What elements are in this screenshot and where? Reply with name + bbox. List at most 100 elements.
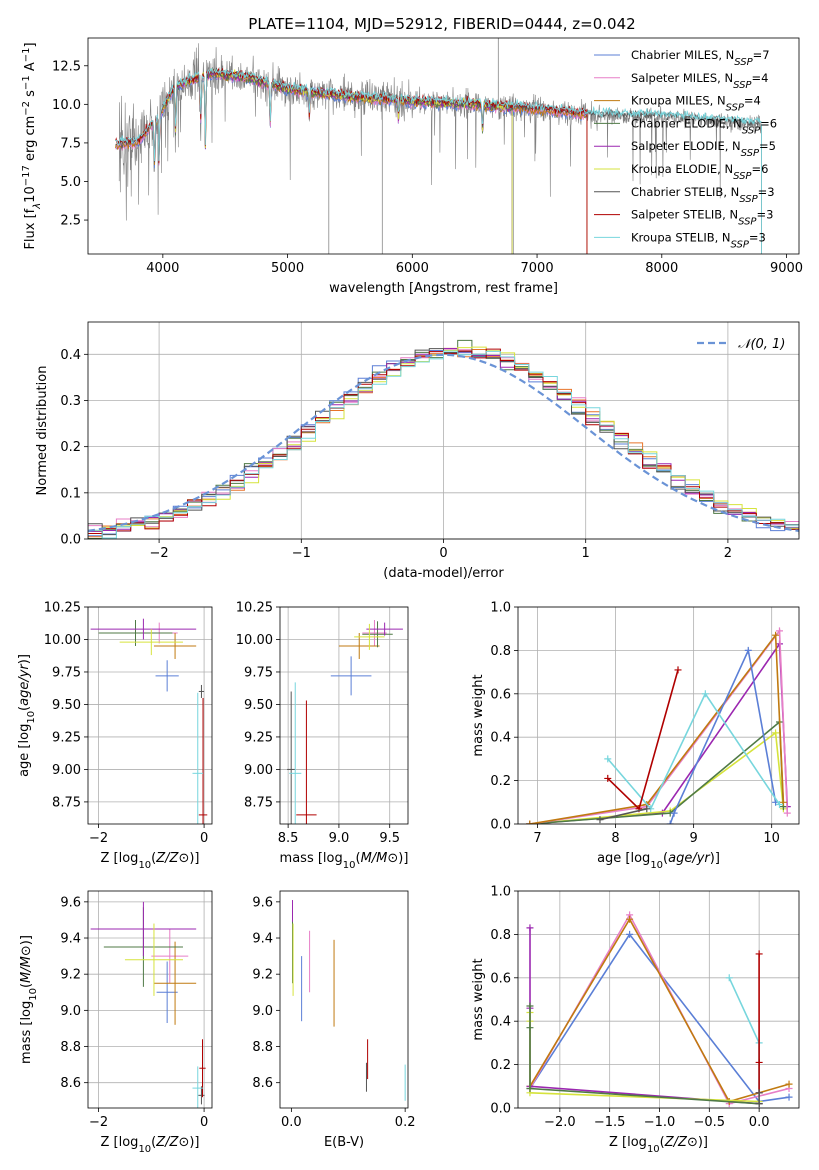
x-tick-label: −1.0 <box>644 1115 676 1130</box>
axes-age_vs_Z <box>88 606 212 824</box>
x-tick-label: −2.0 <box>544 1115 576 1130</box>
weight-line <box>599 808 647 821</box>
label-part: A <box>23 62 38 75</box>
y-tick-label: 8.75 <box>52 795 81 810</box>
x-tick-label: 9.0 <box>329 831 350 846</box>
x-tick-label: −0.5 <box>694 1115 726 1130</box>
x-tick-label: 0.2 <box>395 1115 416 1130</box>
label-part: Salpeter STELIB, N <box>631 208 738 222</box>
label-part: SSP <box>731 239 750 250</box>
label-part: age [log <box>597 851 650 866</box>
label-part: SSP <box>734 57 753 68</box>
weight-marker <box>744 646 752 654</box>
y-tick-label: 9.25 <box>52 730 81 745</box>
label-part: SSP <box>738 216 757 227</box>
figure-title: PLATE=1104, MJD=52912, FIBERID=0444, z=0… <box>248 15 635 33</box>
weight-marker <box>626 915 634 923</box>
label-part: 10 <box>650 860 663 871</box>
y-tick-label: 9.50 <box>52 698 81 713</box>
weight-line <box>669 647 777 824</box>
label-part: Z [log <box>101 851 139 866</box>
weight-marker <box>755 1058 763 1066</box>
x-tick-label: 10 <box>763 831 780 846</box>
y-tick-label: 5.0 <box>60 175 81 190</box>
label-part: 10 <box>343 860 356 871</box>
weight-marker <box>775 627 783 635</box>
x-tick-label: 8.5 <box>278 831 299 846</box>
weight-marker <box>596 816 604 824</box>
label-part: Chabrier STELIB, N <box>631 185 739 199</box>
label-part: =6 <box>760 116 777 130</box>
x-tick-label: 8000 <box>645 261 678 276</box>
x-tick-label: 0 <box>439 546 447 561</box>
x-axis-label: Z [log10(Z/Z⊙)] <box>609 1135 708 1155</box>
weight-marker <box>779 798 787 806</box>
label-part: E(B-V) <box>324 1135 364 1150</box>
label-part: ( <box>17 706 32 711</box>
legend-label: Salpeter STELIB, NSSP=3 <box>631 208 773 228</box>
weight-line <box>607 669 679 811</box>
label-part: age [log <box>17 724 32 777</box>
weight-marker <box>785 1093 793 1101</box>
x-tick-label: 0 <box>200 831 208 846</box>
label-part: −1 <box>21 75 32 90</box>
x-tick-label: −2 <box>89 831 108 846</box>
y-axis-label: Flux [fλ10−17 erg cm−2 s−1 A−1] <box>21 42 43 249</box>
x-tick-label: −1.5 <box>594 1115 626 1130</box>
y-tick-label: 0.6 <box>490 971 511 986</box>
y-tick-label: 0.4 <box>60 348 81 363</box>
y-tick-label: 1.0 <box>490 885 511 900</box>
label-part: M/M⊙ <box>361 851 399 866</box>
y-tick-label: 9.2 <box>60 968 81 983</box>
legend-label: Chabrier MILES, NSSP=7 <box>631 48 770 68</box>
plot-area-age_vs_mass <box>287 619 403 824</box>
label-part: Kroupa ELODIE, N <box>631 162 733 176</box>
y-tick-label: 0.4 <box>490 731 511 746</box>
y-axis-label: mass weight <box>471 674 486 756</box>
frame-age_vs_mass: 8.5 9.0 9.5 8.75 9.00 9.25 9.50 9.75 10.00 10.25 m… <box>236 601 409 871</box>
weight-marker <box>626 930 634 938</box>
y-tick-label: 9.6 <box>252 895 273 910</box>
plot-area-weight_vs_Z <box>526 911 793 1108</box>
y-tick-label: 8.8 <box>252 1040 273 1055</box>
weight-marker <box>526 924 534 932</box>
x-tick-label: −2 <box>150 546 169 561</box>
weight-marker <box>604 774 612 782</box>
weight-marker <box>526 820 534 824</box>
y-tick-label: 0.2 <box>490 1058 511 1073</box>
x-tick-label: 6000 <box>396 261 429 276</box>
axes-frame <box>87 37 800 255</box>
normal-curve <box>88 353 799 532</box>
label-part: )] <box>189 1135 199 1150</box>
label-part: M/M⊙ <box>19 945 34 983</box>
y-tick-label: 0.8 <box>490 644 511 659</box>
histogram-6 <box>88 348 799 536</box>
weight-marker <box>755 950 763 958</box>
label-part: 10 <box>26 711 37 724</box>
axes-mass_vs_Z <box>88 891 212 1108</box>
x-axis-label: wavelength [Angstrom, rest frame] <box>329 281 558 296</box>
label-part: λ <box>32 203 43 210</box>
axes-frame <box>517 890 800 1109</box>
y-tick-label: 7.5 <box>60 136 81 151</box>
y-tick-label: 9.25 <box>244 730 273 745</box>
weight-marker <box>526 1002 534 1010</box>
label-part: Normed distribution <box>35 366 50 496</box>
label-part: Z [log <box>101 1135 139 1150</box>
x-tick-label: 0 <box>200 1115 208 1130</box>
frame-residuals: −2 −1 0 1 2 0.0 0.1 0.2 0.3 0.4 (data-model)/error… <box>35 321 800 581</box>
y-tick-label: 9.2 <box>252 968 273 983</box>
plot-area-weight_vs_age <box>526 627 791 824</box>
y-tick-label: 0.2 <box>490 774 511 789</box>
legend-label: Salpeter ELODIE, NSSP=5 <box>631 139 776 159</box>
histogram-8 <box>88 350 799 539</box>
label-part: )] <box>698 1135 708 1150</box>
label-part: SSP <box>741 148 760 159</box>
x-axis-label: Z [log10(Z/Z⊙)] <box>101 851 200 871</box>
y-tick-label: 9.0 <box>252 1004 273 1019</box>
label-part: Z [log <box>609 1135 647 1150</box>
label-part: ( <box>151 851 156 866</box>
label-part: )] <box>189 851 199 866</box>
